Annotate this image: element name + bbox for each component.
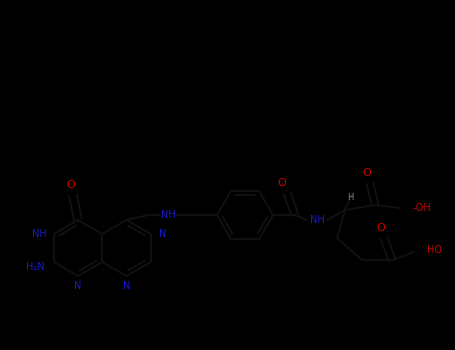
Text: NH: NH <box>309 215 324 225</box>
Text: -OH: -OH <box>413 203 431 213</box>
Text: HO: HO <box>426 245 441 255</box>
Text: NH: NH <box>161 210 176 220</box>
Text: NH: NH <box>32 229 47 239</box>
Text: O: O <box>278 178 286 188</box>
Text: O: O <box>377 223 385 233</box>
Text: O: O <box>363 168 371 178</box>
Text: O: O <box>66 180 76 190</box>
Text: N: N <box>159 229 167 239</box>
Text: H₂N: H₂N <box>26 262 45 272</box>
Text: H: H <box>347 194 353 203</box>
Text: N: N <box>123 281 130 291</box>
Text: N: N <box>74 281 82 291</box>
